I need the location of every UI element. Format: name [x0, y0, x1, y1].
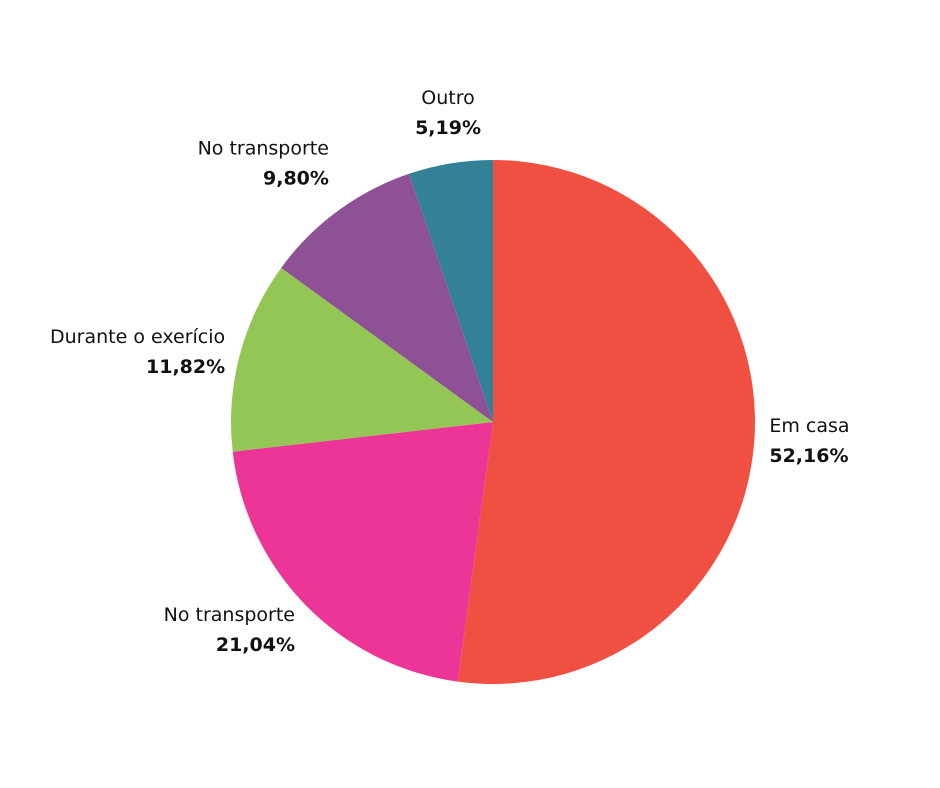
slice-value: 11,82% [146, 356, 225, 378]
pie-slice [457, 160, 755, 684]
slice-value: 5,19% [415, 117, 481, 139]
pie-slice [231, 267, 493, 452]
slice-value: 52,16% [769, 445, 848, 467]
slice-label: No transporte [164, 604, 295, 626]
slice-label: Outro [421, 87, 474, 109]
slice-label: No transporte [198, 137, 329, 159]
pie-slice [409, 160, 493, 422]
slice-label: Durante o exerício [50, 326, 225, 348]
slice-value: 9,80% [263, 167, 329, 189]
slice-label: Em casa [769, 415, 849, 437]
pie-slice [232, 422, 493, 682]
slice-value: 21,04% [216, 634, 295, 656]
pie-slice [281, 173, 493, 422]
